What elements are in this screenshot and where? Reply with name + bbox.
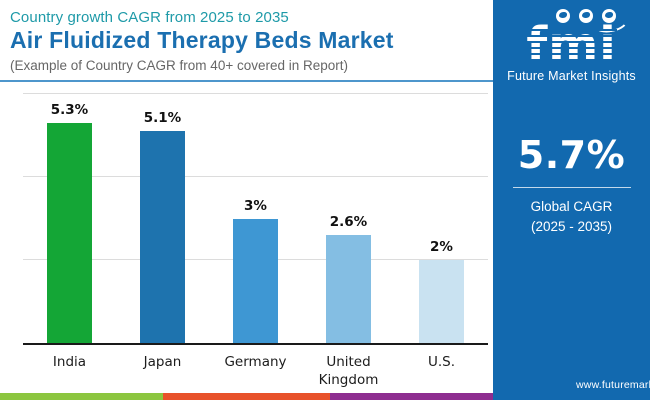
category-label: Germany (224, 354, 287, 370)
gridline (23, 176, 488, 177)
bar-u-s (419, 260, 464, 343)
globe-icon (601, 9, 616, 23)
header: Country growth CAGR from 2025 to 2035 Ai… (0, 0, 493, 82)
bar-japan (140, 131, 185, 343)
gridline (23, 93, 488, 94)
bar-value-label: 5.1% (143, 110, 182, 127)
globe-icons-row (493, 9, 650, 36)
page-title: Air Fluidized Therapy Beds Market (10, 27, 394, 53)
footer-stripe-segment-green (0, 393, 163, 400)
category-label: Japan (143, 354, 182, 370)
category-label: U.S. (427, 354, 456, 370)
categories-row: India Japan Germany United Kingdom U.S. (23, 353, 488, 389)
bar-value-label: 2.6% (329, 214, 368, 231)
chart-eyebrow: Country growth CAGR from 2025 to 2035 (10, 9, 289, 26)
fmi-logo-stripes (526, 25, 617, 66)
brand-sidebar: fmi Future Market Insights 5.7% Global C… (493, 0, 650, 400)
bar-slot: 3% (209, 197, 302, 343)
logo-tagline: Future Market Insights (507, 69, 636, 83)
footer-stripe-segment-purple (330, 393, 493, 400)
bar-value-label: 3% (244, 197, 267, 214)
fmi-wordmark: fmi (526, 21, 617, 69)
plot-area: 5.3% 5.1% 3% 2.6% 2% (23, 90, 488, 345)
globe-icon (555, 9, 570, 23)
globe-icon (578, 9, 593, 23)
bar-slot: 5.3% (23, 102, 116, 343)
bar-germany (233, 218, 278, 343)
footer-stripe-segment-orange (163, 393, 330, 400)
bar-slot: 2.6% (302, 214, 395, 343)
global-cagr-label-line2: (2025 - 2035) (530, 218, 613, 234)
global-cagr-label: Global CAGR (2025 - 2035) (493, 197, 650, 236)
category-label: India (52, 354, 87, 370)
bar-united-kingdom (326, 235, 371, 343)
bar-value-label: 5.3% (50, 102, 89, 119)
global-cagr-block: 5.7% Global CAGR (2025 - 2035) (493, 133, 650, 236)
stat-divider (512, 187, 631, 188)
bar-slot: 5.1% (116, 110, 209, 343)
website-link[interactable]: www.futuremarketinsights.com (576, 379, 650, 391)
bar-india (47, 123, 92, 343)
category-label: United Kingdom (318, 354, 379, 389)
fmi-logo: fmi Future Market Insights (493, 9, 650, 83)
bar-value-label: 2% (430, 239, 453, 255)
chart-subtitle: (Example of Country CAGR from 40+ covere… (10, 58, 349, 73)
bar-slot: 2% (395, 239, 488, 343)
global-cagr-value: 5.7% (517, 133, 626, 177)
global-cagr-label-line1: Global CAGR (530, 199, 613, 214)
